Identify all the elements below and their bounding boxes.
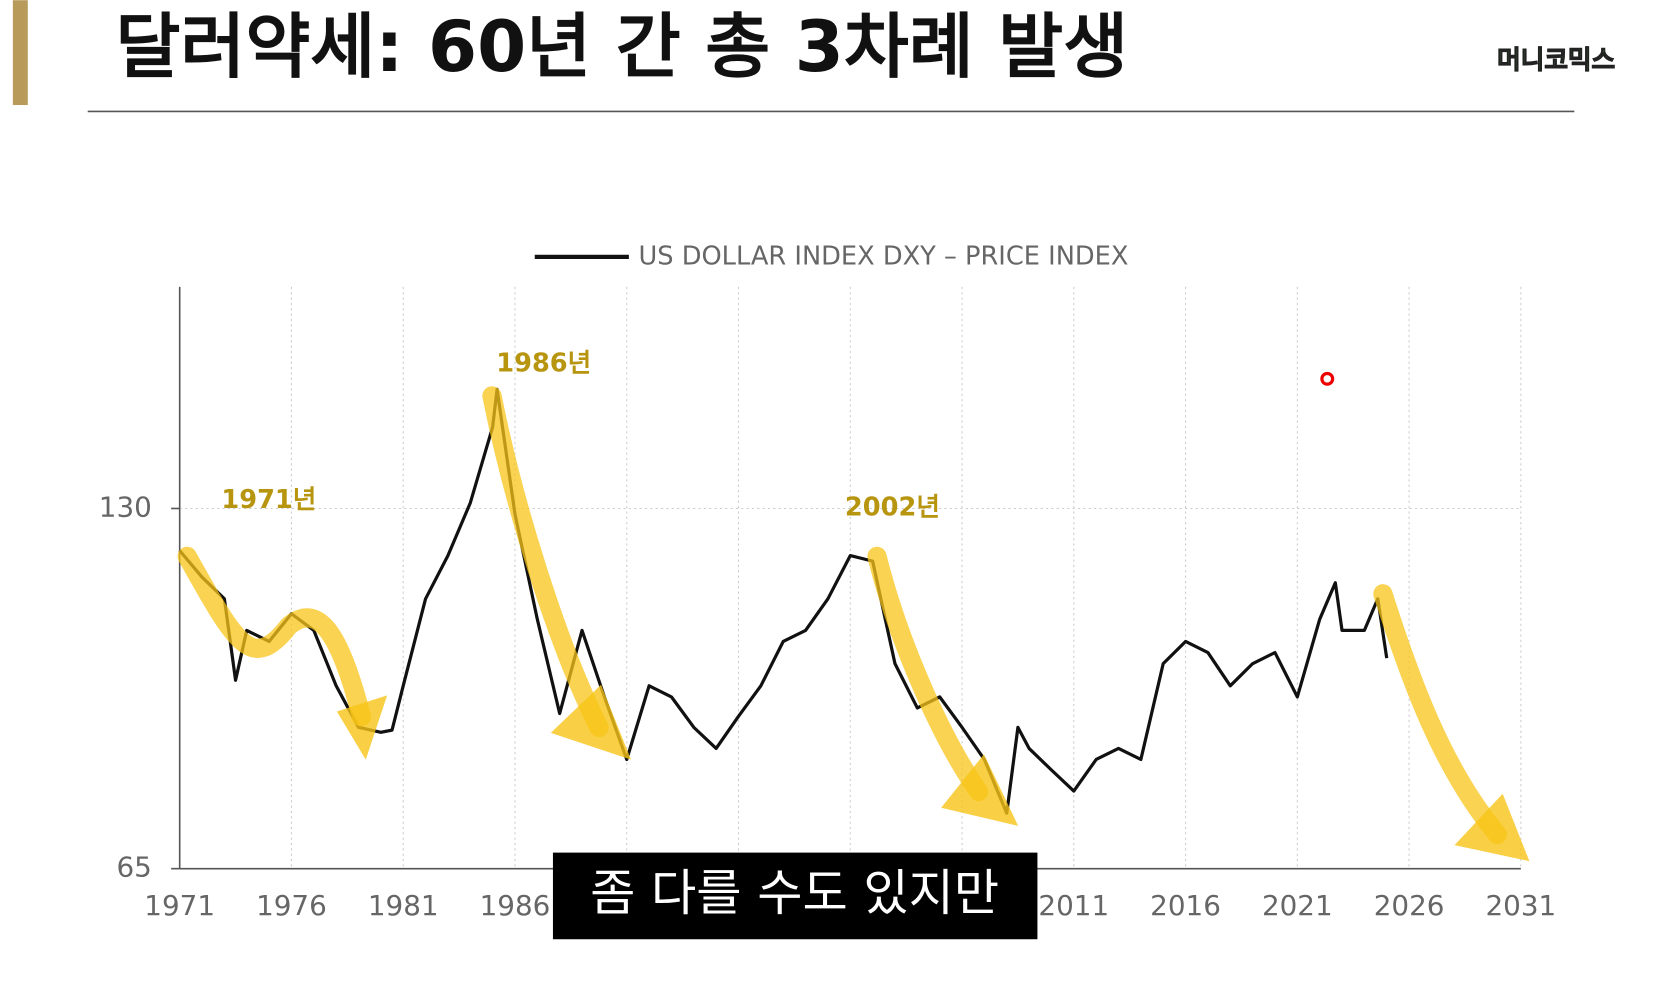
x-tick-label: 2031 — [1485, 889, 1556, 922]
edge-strip — [12, 0, 28, 106]
caption: 좀 다를 수도 있지만 — [590, 864, 999, 922]
arrow-1986 — [482, 386, 609, 738]
arrow-2002 — [867, 546, 989, 802]
x-tick-label: 2021 — [1262, 889, 1333, 922]
x-tick-label: 1976 — [256, 889, 327, 922]
cursor — [1320, 371, 1335, 386]
trend-arrows — [177, 386, 1507, 845]
x-tick-label: 1986 — [480, 889, 551, 922]
annotation: 1971년 — [221, 485, 316, 515]
x-tick-label: 2011 — [1038, 889, 1109, 922]
arrow-heads — [336, 684, 1530, 862]
legend-label: US DOLLAR INDEX DXY – PRICE INDEX — [639, 241, 1129, 271]
caption-box — [552, 852, 1038, 940]
x-tick-label: 1981 — [368, 889, 439, 922]
arrow-head — [550, 684, 632, 760]
arrow-head — [1454, 793, 1530, 862]
y-tick-label: 130 — [99, 490, 152, 523]
arrow-head — [941, 754, 1019, 826]
annotation: 2002년 — [845, 493, 940, 523]
title: 달러약세: 60년 간 총 3차례 발생 — [116, 5, 1129, 88]
x-tick-label: 1971 — [144, 889, 215, 922]
x-tick-label: 2016 — [1150, 889, 1221, 922]
annotation: 1986년 — [496, 348, 591, 378]
arrow-1971 — [177, 546, 372, 727]
logo: 머니코믹스 — [1497, 46, 1615, 76]
arrow-future — [1373, 584, 1507, 845]
series-line — [178, 387, 1389, 815]
arrow-head — [336, 695, 388, 760]
y-tick-label: 65 — [116, 851, 151, 884]
x-tick-label: 2026 — [1374, 889, 1445, 922]
